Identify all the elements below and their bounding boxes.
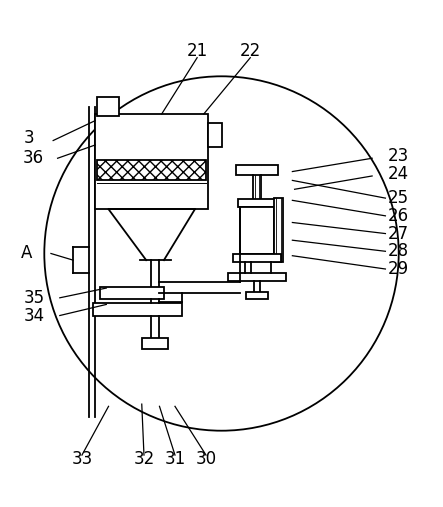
Bar — [233, 254, 281, 262]
Text: 24: 24 — [388, 165, 409, 183]
Text: 26: 26 — [388, 207, 409, 225]
Text: 29: 29 — [388, 260, 409, 278]
Bar — [240, 207, 273, 254]
Text: 21: 21 — [187, 42, 208, 60]
Text: 3: 3 — [23, 129, 34, 148]
Text: 32: 32 — [133, 451, 155, 468]
Text: 36: 36 — [23, 149, 44, 167]
Text: 25: 25 — [388, 189, 409, 207]
Text: 33: 33 — [71, 451, 93, 468]
Bar — [97, 161, 206, 180]
Bar — [142, 338, 168, 349]
Text: 22: 22 — [240, 42, 261, 60]
Text: 30: 30 — [195, 451, 217, 468]
Text: 28: 28 — [388, 242, 409, 260]
Bar — [95, 114, 208, 209]
Bar — [208, 123, 222, 147]
Bar — [228, 273, 286, 281]
Bar — [236, 165, 278, 174]
Bar — [100, 287, 164, 299]
Text: A: A — [21, 244, 32, 263]
Bar — [93, 303, 182, 316]
Text: 34: 34 — [24, 307, 45, 324]
Text: 27: 27 — [388, 225, 409, 242]
Bar — [238, 199, 276, 207]
Polygon shape — [109, 209, 195, 260]
Text: 23: 23 — [388, 147, 409, 165]
Bar — [246, 293, 268, 299]
Bar — [97, 97, 119, 116]
Text: 31: 31 — [164, 451, 186, 468]
Bar — [273, 198, 284, 262]
Text: 35: 35 — [24, 289, 45, 307]
